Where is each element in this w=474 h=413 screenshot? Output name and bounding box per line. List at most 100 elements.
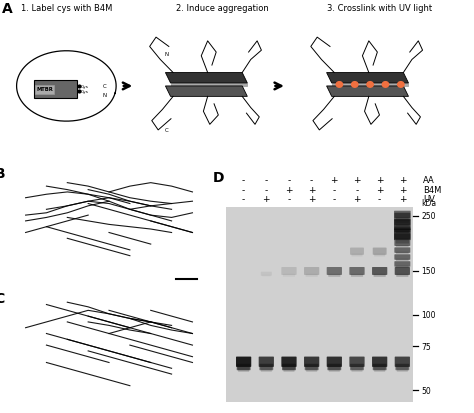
FancyBboxPatch shape (327, 357, 342, 367)
FancyBboxPatch shape (306, 366, 318, 370)
FancyBboxPatch shape (327, 267, 342, 275)
Polygon shape (327, 87, 409, 97)
FancyBboxPatch shape (350, 364, 364, 370)
Text: C: C (0, 291, 5, 305)
Text: 250: 250 (421, 211, 436, 221)
FancyBboxPatch shape (306, 369, 317, 372)
Text: -: - (242, 185, 245, 194)
FancyBboxPatch shape (396, 240, 409, 244)
FancyBboxPatch shape (394, 220, 410, 225)
Text: 50: 50 (421, 386, 431, 395)
Text: Cys: Cys (81, 90, 89, 94)
FancyBboxPatch shape (396, 245, 409, 247)
FancyBboxPatch shape (372, 357, 387, 367)
Text: +: + (308, 195, 315, 204)
Text: +: + (376, 185, 383, 194)
Text: -: - (242, 195, 245, 204)
FancyBboxPatch shape (396, 231, 409, 234)
FancyBboxPatch shape (394, 261, 410, 267)
FancyBboxPatch shape (283, 366, 295, 370)
Text: +: + (376, 176, 383, 185)
Text: +: + (399, 195, 406, 204)
Text: 150: 150 (421, 267, 436, 276)
Text: 1. Label cys with B4M: 1. Label cys with B4M (21, 4, 112, 13)
FancyBboxPatch shape (394, 255, 410, 260)
FancyBboxPatch shape (396, 366, 409, 370)
Polygon shape (171, 84, 247, 87)
FancyBboxPatch shape (396, 229, 409, 233)
FancyBboxPatch shape (351, 254, 363, 257)
FancyBboxPatch shape (329, 369, 340, 372)
FancyBboxPatch shape (282, 357, 297, 367)
FancyBboxPatch shape (306, 274, 318, 277)
Text: 2. Induce aggregation: 2. Induce aggregation (176, 4, 269, 13)
FancyBboxPatch shape (396, 238, 409, 241)
FancyBboxPatch shape (351, 366, 363, 370)
FancyBboxPatch shape (396, 259, 409, 261)
Text: -: - (333, 185, 336, 194)
Text: +: + (353, 195, 361, 204)
Text: D: D (213, 171, 224, 185)
FancyBboxPatch shape (305, 364, 319, 370)
FancyBboxPatch shape (34, 81, 77, 98)
FancyBboxPatch shape (35, 85, 55, 95)
FancyBboxPatch shape (260, 366, 273, 370)
FancyBboxPatch shape (394, 248, 410, 253)
FancyBboxPatch shape (396, 220, 409, 223)
FancyBboxPatch shape (396, 252, 409, 254)
FancyBboxPatch shape (259, 357, 274, 367)
Text: +: + (399, 185, 406, 194)
Text: -: - (310, 176, 313, 185)
Text: AA: AA (423, 176, 435, 185)
FancyBboxPatch shape (373, 248, 387, 255)
Text: -: - (333, 195, 336, 204)
Text: B4M: B4M (423, 185, 441, 194)
Text: +: + (263, 195, 270, 204)
FancyBboxPatch shape (237, 364, 251, 370)
Text: MTBR: MTBR (36, 87, 53, 92)
FancyBboxPatch shape (259, 364, 273, 370)
FancyBboxPatch shape (237, 366, 250, 370)
Text: 75: 75 (421, 342, 431, 351)
Polygon shape (165, 87, 247, 97)
FancyBboxPatch shape (394, 213, 410, 219)
Text: +: + (353, 176, 361, 185)
Text: -: - (378, 195, 381, 204)
FancyBboxPatch shape (372, 267, 387, 275)
Text: +: + (308, 185, 315, 194)
Polygon shape (165, 74, 247, 84)
FancyBboxPatch shape (261, 369, 272, 372)
FancyBboxPatch shape (328, 366, 340, 370)
Text: A: A (2, 2, 13, 16)
Text: N: N (103, 93, 107, 97)
FancyBboxPatch shape (396, 274, 409, 277)
Text: +: + (399, 176, 406, 185)
Text: kDa: kDa (421, 198, 437, 207)
FancyBboxPatch shape (373, 364, 387, 370)
FancyBboxPatch shape (374, 366, 386, 370)
Text: +: + (285, 185, 293, 194)
FancyBboxPatch shape (349, 357, 365, 367)
FancyBboxPatch shape (374, 369, 385, 372)
FancyBboxPatch shape (349, 267, 365, 275)
Circle shape (367, 83, 374, 88)
Text: Cys: Cys (81, 85, 89, 89)
FancyBboxPatch shape (350, 248, 364, 255)
FancyBboxPatch shape (261, 272, 272, 276)
Circle shape (382, 83, 389, 88)
FancyBboxPatch shape (328, 274, 340, 277)
FancyBboxPatch shape (394, 220, 410, 230)
FancyBboxPatch shape (396, 225, 409, 227)
FancyBboxPatch shape (282, 364, 296, 370)
FancyBboxPatch shape (395, 267, 410, 275)
FancyBboxPatch shape (304, 357, 319, 367)
FancyBboxPatch shape (397, 369, 408, 372)
FancyBboxPatch shape (394, 227, 410, 233)
Polygon shape (327, 74, 409, 84)
Text: C: C (103, 84, 107, 89)
Text: -: - (287, 195, 291, 204)
FancyBboxPatch shape (396, 218, 409, 220)
Text: -: - (264, 176, 268, 185)
Text: 100: 100 (421, 311, 436, 320)
FancyBboxPatch shape (328, 364, 341, 370)
